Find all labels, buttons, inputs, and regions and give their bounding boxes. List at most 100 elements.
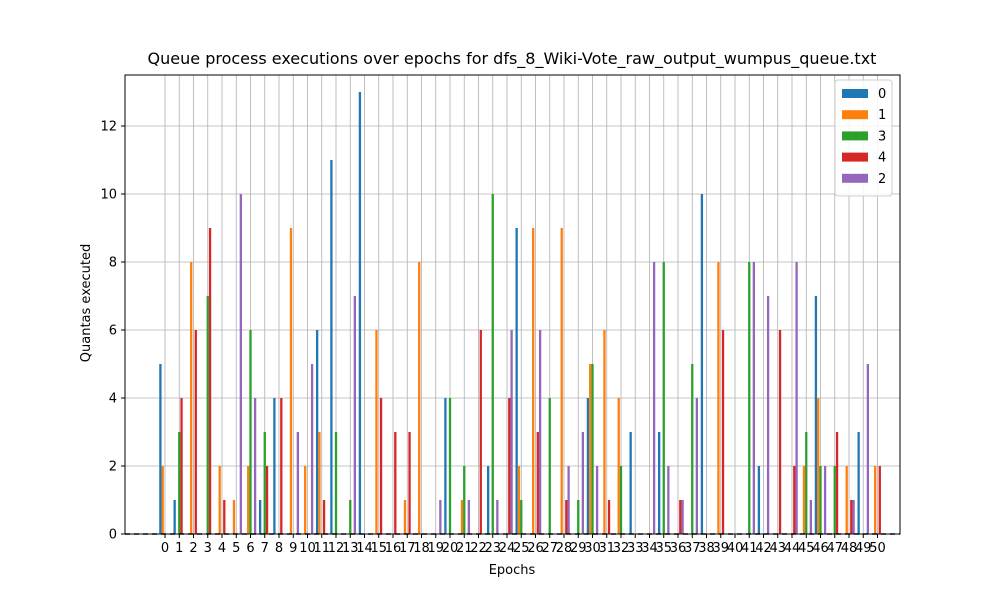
bar-series-2-epoch-29 [581, 432, 584, 534]
axes [124, 74, 901, 535]
bar-series-1-epoch-21 [460, 500, 464, 534]
x-tick-label: 40 [727, 541, 744, 556]
legend-label-1: 1 [878, 108, 886, 123]
x-tick-label: 22 [470, 541, 487, 556]
bar-series-2-epoch-5 [239, 194, 242, 534]
bar-series-2-epoch-30 [595, 466, 599, 534]
x-tick-label: 24 [499, 541, 516, 556]
bar-series-3-epoch-45 [805, 432, 808, 534]
x-tick-label: 4 [218, 541, 226, 556]
legend-swatch-0 [842, 89, 868, 98]
x-tick-label: 27 [541, 541, 558, 556]
x-tick-label: 17 [399, 541, 416, 556]
x-tick-label: 36 [670, 541, 687, 556]
bar-series-1-epoch-26 [532, 228, 535, 534]
bar-series-2-epoch-10 [310, 364, 314, 534]
x-tick-label: 21 [456, 541, 473, 556]
bar-series-2-epoch-19 [439, 500, 442, 534]
y-tick-label: 10 [100, 188, 117, 203]
bar-series-1-epoch-31 [603, 330, 606, 534]
bar-series-1-epoch-9 [289, 228, 293, 534]
bar-series-4-epoch-47 [835, 432, 839, 534]
bar-series-3-epoch-21 [463, 466, 466, 534]
bar-series-2-epoch-24 [510, 330, 513, 534]
bar-series-1-epoch-25 [517, 466, 521, 534]
bar-series-3-epoch-3 [206, 296, 209, 534]
bar-series-4-epoch-4 [223, 500, 226, 534]
bar-series-2-epoch-21 [467, 500, 470, 534]
bar-series-3-epoch-25 [520, 500, 523, 534]
bar-series-1-epoch-15 [375, 330, 378, 534]
bars [159, 92, 881, 534]
bar-series-3-epoch-47 [833, 466, 836, 534]
bar-series-3-epoch-32 [619, 466, 623, 534]
legend-swatch-3 [842, 131, 868, 141]
bar-series-2-epoch-23 [496, 500, 499, 534]
bar-series-3-epoch-37 [691, 364, 694, 534]
bar-series-0-epoch-20 [444, 398, 447, 534]
bar-series-0-epoch-30 [586, 398, 590, 534]
bar-series-4-epoch-31 [607, 500, 611, 534]
bar-series-2-epoch-48 [852, 500, 855, 534]
x-tick-label: 50 [869, 541, 886, 556]
legend-label-2: 2 [878, 172, 886, 187]
bar-series-0-epoch-14 [358, 92, 362, 534]
x-tick-label: 41 [741, 541, 758, 556]
bar-series-1-epoch-11 [318, 432, 321, 534]
x-tick-label: 8 [275, 541, 283, 556]
x-tick-label: 14 [356, 541, 373, 556]
bar-series-1-epoch-0 [161, 466, 164, 534]
legend-label-4: 4 [878, 151, 886, 166]
bar-series-4-epoch-36 [679, 500, 682, 534]
bar-series-4-epoch-7 [265, 466, 269, 534]
legend-swatch-2 [842, 173, 868, 183]
bar-series-4-epoch-43 [778, 330, 782, 534]
bar-series-1-epoch-28 [560, 228, 563, 534]
bar-series-4-epoch-44 [793, 466, 796, 534]
bar-series-4-epoch-2 [194, 330, 197, 534]
bar-series-4-epoch-22 [479, 330, 482, 534]
x-tick-label: 37 [684, 541, 701, 556]
bar-series-1-epoch-32 [617, 398, 620, 534]
x-tick-label: 38 [698, 541, 715, 556]
bar-series-4-epoch-28 [565, 500, 568, 534]
bar-series-4-epoch-26 [536, 432, 539, 534]
x-tick-label: 19 [427, 541, 444, 556]
bar-series-3-epoch-13 [349, 500, 352, 534]
bar-series-2-epoch-36 [681, 500, 684, 534]
bar-series-4-epoch-1 [180, 398, 183, 534]
bar-series-3-epoch-29 [577, 500, 580, 534]
bar-series-1-epoch-2 [190, 262, 193, 534]
y-tick-label: 8 [109, 256, 117, 271]
legend-swatch-1 [842, 110, 868, 120]
x-tick-label: 11 [313, 541, 330, 556]
bar-series-4-epoch-50 [878, 466, 881, 534]
x-tick-label: 34 [641, 541, 658, 556]
bar-series-1-epoch-17 [403, 500, 407, 534]
bar-series-3-epoch-35 [662, 262, 665, 534]
bar-series-3-epoch-46 [819, 466, 822, 534]
x-tick-label: 12 [328, 541, 345, 556]
bar-series-2-epoch-46 [823, 466, 827, 534]
x-tick-label: 48 [841, 541, 858, 556]
bar-series-0-epoch-49 [857, 432, 860, 534]
x-tick-label: 26 [527, 541, 544, 556]
bar-series-1-epoch-5 [232, 500, 236, 534]
bar-series-1-epoch-18 [418, 262, 421, 534]
bar-series-3-epoch-41 [748, 262, 751, 534]
x-tick-label: 5 [232, 541, 240, 556]
bar-series-2-epoch-13 [353, 296, 356, 534]
x-tick-label: 16 [385, 541, 402, 556]
x-tick-label: 0 [161, 541, 169, 556]
bar-series-1-epoch-50 [874, 466, 877, 534]
bar-series-0-epoch-25 [515, 228, 518, 534]
x-tick-label: 47 [826, 541, 843, 556]
bar-series-2-epoch-34 [652, 262, 656, 534]
bar-series-3-epoch-12 [334, 432, 338, 534]
y-tick-label: 6 [109, 324, 117, 339]
bar-series-4-epoch-16 [394, 432, 397, 534]
bar-series-2-epoch-9 [296, 432, 299, 534]
x-tick-label: 29 [570, 541, 587, 556]
bar-series-0-epoch-23 [487, 466, 490, 534]
